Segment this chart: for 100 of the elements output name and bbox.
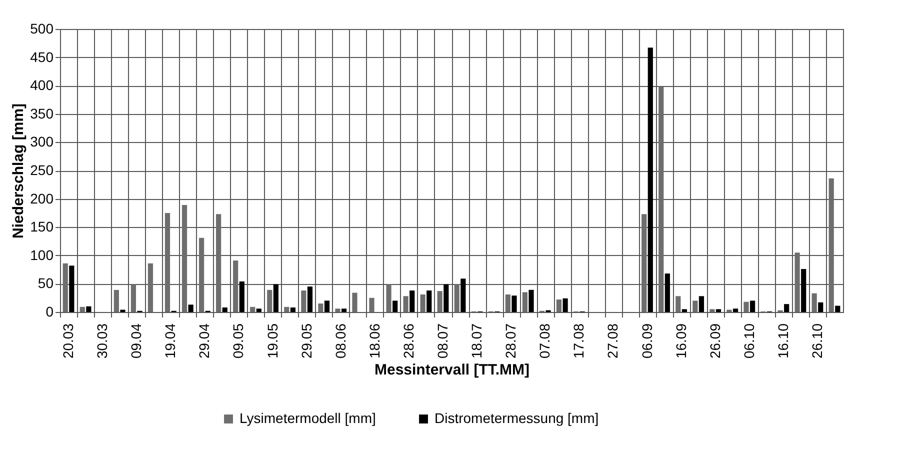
bar (114, 290, 119, 312)
bar (710, 309, 715, 312)
bar (512, 296, 517, 312)
bar (835, 306, 840, 312)
x-tick-label: 18.06 (366, 323, 382, 359)
bar (222, 307, 228, 312)
x-tick-label: 16.10 (774, 323, 791, 359)
bar (335, 308, 340, 312)
bar (392, 300, 398, 312)
bar (556, 300, 562, 312)
bar (341, 308, 347, 312)
bar (267, 290, 272, 312)
bar (420, 294, 426, 312)
bar (233, 260, 238, 312)
bar (460, 278, 466, 312)
bar (256, 308, 262, 312)
bar (198, 238, 204, 312)
x-tick-label: 09.04 (128, 323, 144, 359)
x-tick-label: 19.05 (264, 323, 280, 359)
y-tick-label: 100 (30, 246, 54, 263)
bar (62, 263, 68, 312)
bar (648, 48, 653, 312)
bar (182, 205, 188, 312)
bar (528, 290, 534, 312)
x-tick-label: 16.09 (672, 323, 689, 359)
bar (454, 284, 460, 312)
bar (369, 298, 374, 312)
x-axis-title: Messintervall [TT.MM] (374, 362, 530, 379)
x-tick-label: 09.05 (230, 323, 246, 359)
bar (812, 293, 817, 312)
bar (352, 292, 358, 312)
legend-label: Lysimetermodell [mm] (240, 410, 376, 426)
bar (307, 286, 313, 312)
bar (750, 300, 756, 312)
bar (437, 291, 442, 312)
bar (505, 294, 510, 312)
x-tick-label: 30.03 (94, 323, 110, 359)
bar (324, 300, 330, 312)
y-tick-label: 400 (30, 77, 54, 94)
bar (794, 252, 800, 312)
bar (80, 306, 85, 312)
bar (216, 214, 222, 312)
y-axis-title: Niederschlag [mm] (10, 103, 28, 239)
x-tick-label: 06.10 (740, 323, 757, 359)
x-tick-label: 08.06 (332, 323, 348, 359)
bar (664, 274, 670, 312)
y-tick-label: 450 (30, 48, 54, 65)
bar (148, 263, 154, 312)
y-tick-label: 0 (46, 304, 54, 320)
bar (86, 306, 92, 312)
bar (130, 284, 136, 312)
bar (410, 290, 415, 312)
x-tick-label: 06.09 (638, 323, 655, 359)
bar (69, 266, 74, 312)
x-tick-label: 17.08 (570, 323, 587, 359)
y-tick-label: 250 (30, 162, 54, 178)
bar (744, 302, 749, 312)
y-tick-label: 300 (30, 134, 54, 150)
x-tick-label: 19.04 (162, 323, 178, 359)
bar (290, 307, 296, 312)
bar (284, 306, 290, 312)
bar (301, 290, 306, 312)
bar (562, 298, 568, 312)
bar (801, 268, 806, 312)
bar (444, 284, 449, 312)
x-tick-label: 28.06 (400, 323, 416, 359)
bar (784, 304, 790, 312)
bar (828, 178, 834, 312)
bar (250, 306, 256, 312)
y-tick-label: 350 (30, 105, 54, 122)
legend-label: Distrometermessung [mm] (434, 410, 599, 426)
y-tick-label: 50 (38, 275, 54, 292)
bar (732, 308, 738, 312)
bar (692, 300, 698, 312)
bar (682, 309, 687, 312)
x-tick-label: 28.07 (502, 323, 519, 359)
x-tick-label: 20.03 (60, 323, 76, 359)
x-tick-label: 29.05 (298, 323, 314, 359)
bar (698, 296, 704, 312)
x-tick-label: 26.10 (808, 323, 825, 359)
bar (426, 290, 432, 312)
bar (642, 214, 647, 312)
bar (188, 304, 194, 312)
x-tick-label: 07.08 (536, 323, 553, 359)
bar (818, 302, 824, 312)
x-tick-label: 08.07 (434, 323, 450, 359)
bar (716, 309, 722, 312)
bar (658, 86, 664, 312)
bar (318, 304, 324, 312)
bar (522, 292, 528, 312)
x-tick-label: 27.08 (604, 323, 621, 359)
x-tick-label: 29.04 (196, 323, 212, 359)
bar (273, 284, 278, 312)
bar (403, 296, 408, 312)
x-tick-label: 18.07 (468, 323, 485, 359)
x-tick-label: 26.09 (706, 323, 723, 359)
y-tick-label: 200 (30, 190, 54, 206)
y-tick-label: 500 (30, 20, 54, 36)
bar (239, 281, 244, 312)
bar (386, 284, 392, 312)
